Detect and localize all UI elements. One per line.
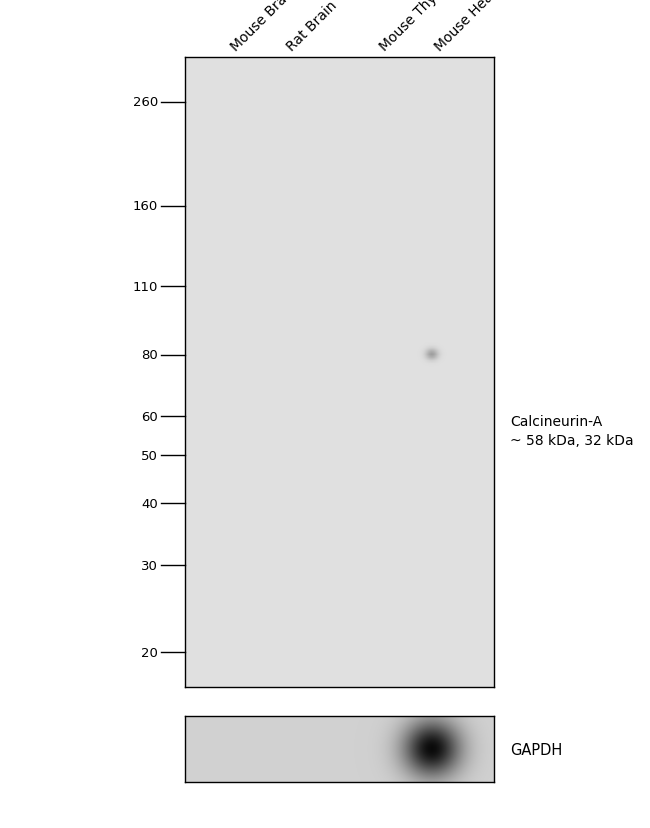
Text: 30: 30 [141,559,158,572]
Text: 50: 50 [141,450,158,462]
Text: 80: 80 [141,349,158,362]
Text: 40: 40 [141,498,158,510]
Text: 60: 60 [141,411,158,423]
Text: GAPDH: GAPDH [510,742,562,757]
Text: Mouse Thymus: Mouse Thymus [377,0,460,54]
Text: Calcineurin-A: Calcineurin-A [510,414,603,428]
Text: Rat Brain: Rat Brain [284,0,339,54]
Text: 110: 110 [133,281,158,293]
Text: 20: 20 [141,646,158,659]
Text: Mouse Heart: Mouse Heart [432,0,504,54]
Text: 260: 260 [133,96,158,109]
Text: Mouse Brain: Mouse Brain [229,0,299,54]
Text: 160: 160 [133,200,158,213]
Text: ~ 58 kDa, 32 kDa: ~ 58 kDa, 32 kDa [510,433,634,447]
